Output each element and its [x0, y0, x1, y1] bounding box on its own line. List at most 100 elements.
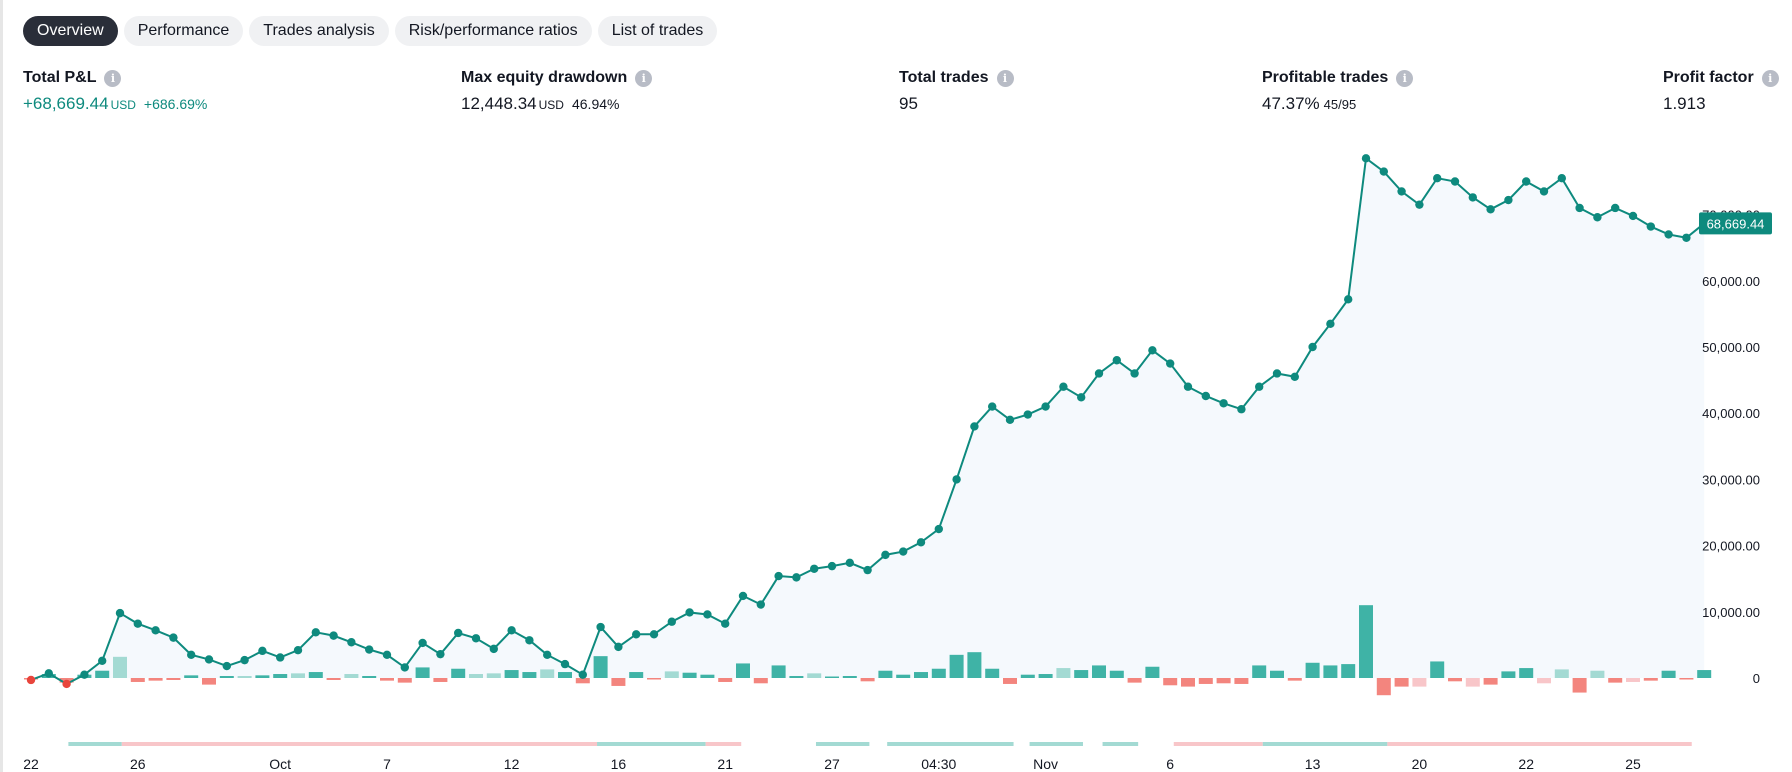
equity-point [1344, 295, 1353, 304]
equity-point [454, 628, 463, 638]
equity-point [436, 649, 445, 659]
equity-point [845, 558, 854, 568]
trade-pnl-bar [291, 673, 305, 678]
trade-pnl-bar [1679, 678, 1694, 680]
trade-pnl-bar [1661, 670, 1676, 678]
trade-pnl-bar [1092, 665, 1106, 678]
trade-pnl-bar [1359, 605, 1373, 678]
equity-point [1522, 177, 1531, 186]
trade-pnl-bar [522, 672, 537, 678]
equity-point [827, 561, 837, 571]
equity-point [1361, 154, 1371, 163]
equity-point [1255, 382, 1264, 391]
equity-point [347, 638, 356, 647]
tab-risk-performance-ratios[interactable]: Risk/performance ratios [394, 16, 592, 46]
equity-point [1397, 187, 1406, 196]
trade-pnl-bar [1287, 678, 1302, 681]
stat-value: +68,669.44 [23, 94, 109, 113]
equity-point [98, 656, 107, 665]
info-icon[interactable]: i [635, 69, 653, 87]
info-icon[interactable]: i [1396, 69, 1414, 87]
equity-point [293, 645, 303, 655]
x-tick-label: 13 [1305, 756, 1321, 772]
trade-pnl-bar [326, 678, 341, 680]
equity-point [400, 663, 409, 672]
equity-point [1219, 399, 1228, 408]
trade-pnl-bar [1020, 674, 1035, 678]
stat-label: Profit factor [1663, 69, 1754, 86]
info-icon[interactable]: i [996, 69, 1014, 87]
info-icon[interactable]: i [1761, 69, 1779, 87]
trade-pnl-bar [1643, 678, 1658, 681]
equity-point [596, 622, 605, 632]
equity-point [26, 675, 36, 685]
trade-pnl-bar [451, 668, 466, 678]
trade-pnl-bar [184, 675, 199, 678]
trade-pnl-bar [397, 678, 412, 683]
equity-point [863, 565, 872, 575]
trade-pnl-bar [896, 674, 911, 678]
stat-percent: 46.94% [571, 96, 620, 112]
trade-pnl-bar [931, 668, 946, 678]
trade-pnl-bar [130, 678, 145, 682]
trade-pnl-bar [1376, 678, 1391, 696]
equity-point [1023, 410, 1032, 419]
x-tick-label: 12 [504, 756, 520, 772]
tab-bar: Overview Performance Trades analysis Ris… [23, 16, 718, 46]
equity-point [1041, 402, 1050, 411]
equity-point [1593, 213, 1602, 222]
equity-point [970, 422, 979, 431]
equity-point [1504, 195, 1513, 205]
equity-point [204, 655, 214, 664]
tab-trades-analysis[interactable]: Trades analysis [249, 16, 389, 46]
trade-pnl-bar [1252, 665, 1267, 678]
equity-point [703, 610, 712, 619]
tab-overview[interactable]: Overview [23, 16, 118, 46]
equity-point [667, 617, 676, 626]
equity-point [578, 670, 587, 679]
trade-pnl-bar [629, 672, 644, 678]
trade-pnl-bar [255, 675, 270, 678]
equity-point [525, 636, 534, 645]
equity-point [62, 679, 71, 689]
equity-point [311, 628, 320, 637]
trade-pnl-bar [825, 676, 839, 678]
trade-pnl-bar [789, 676, 804, 678]
equity-point [560, 659, 570, 669]
tab-performance[interactable]: Performance [123, 16, 244, 46]
equity-point [614, 642, 623, 652]
y-tick-label: 20,000.00 [1702, 539, 1760, 554]
trade-pnl-bar [1608, 678, 1623, 683]
trade-pnl-bar [1394, 678, 1409, 687]
equity-point [1486, 205, 1495, 214]
equity-point [1183, 382, 1193, 391]
equity-point [115, 608, 125, 618]
equity-point [649, 630, 659, 639]
period-band [1029, 742, 1083, 746]
trade-pnl-bar [1412, 678, 1427, 687]
trade-pnl-bar [1056, 668, 1071, 678]
period-band [68, 742, 122, 746]
trade-pnl-bar [308, 672, 323, 678]
equity-point [1077, 393, 1086, 402]
trade-pnl-bar [1305, 662, 1320, 678]
info-icon[interactable]: i [104, 69, 122, 87]
equity-point [1682, 233, 1691, 242]
trade-pnl-bar [1234, 678, 1249, 684]
stat-total-trades: Total trades i 95 [899, 68, 1014, 114]
y-tick-label: 60,000.00 [1702, 274, 1760, 289]
stat-sub-value: 45/95 [1323, 97, 1357, 112]
stat-total-pnl: Total P&L i +68,669.44 USD +686.69% [23, 68, 207, 114]
equity-point [1611, 203, 1620, 213]
x-tick-label: 20 [1412, 756, 1428, 772]
trade-pnl-bar [1145, 666, 1160, 678]
tab-list-of-trades[interactable]: List of trades [597, 16, 718, 46]
equity-point [80, 670, 89, 679]
x-tick-label: 04:30 [921, 756, 956, 772]
left-border [0, 0, 3, 772]
stat-label: Total P&L [23, 69, 97, 86]
trade-pnl-bar [1572, 678, 1587, 693]
trade-pnl-bar [148, 678, 163, 681]
x-tick-label: 16 [611, 756, 627, 772]
equity-point [471, 634, 481, 643]
